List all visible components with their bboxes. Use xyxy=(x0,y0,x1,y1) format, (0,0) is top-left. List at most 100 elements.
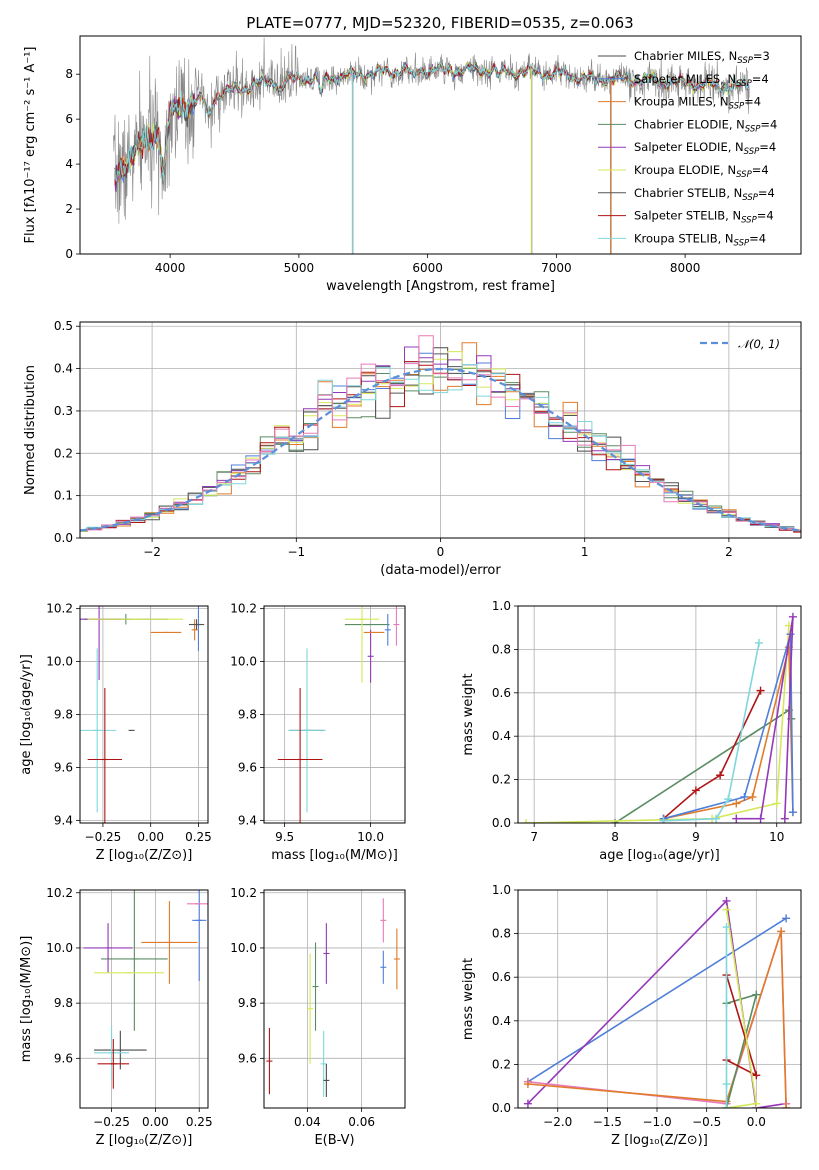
ebv-xlabel: E(B-V) xyxy=(314,1133,354,1148)
age-weight-series-line xyxy=(663,647,794,820)
age-weight-series-line xyxy=(526,625,790,823)
z-age-plot-area xyxy=(80,606,208,823)
gaussian-curve xyxy=(80,367,801,532)
age-weight-plus-marker xyxy=(716,771,725,780)
age-weight-ytick-label: 0.4 xyxy=(492,729,511,743)
spectrum-ytick-label: 6 xyxy=(65,112,73,126)
age-weight-plot-area xyxy=(518,606,801,823)
z-weight-xtick-label: 0.0 xyxy=(747,1115,766,1129)
z-weight-frame xyxy=(517,889,802,1109)
age-weight-plus-marker xyxy=(756,814,765,823)
residuals-ylabel: Normed distribution xyxy=(23,365,38,495)
age-weight-ylabel: mass weight xyxy=(461,673,476,755)
residuals-plot-area xyxy=(80,322,801,538)
mass-age-ytick-label: 9.4 xyxy=(238,813,257,827)
z-mass-plot-area xyxy=(80,890,208,1108)
age-weight-ytick-label: 0.6 xyxy=(492,686,511,700)
spectrum-ytick-label: 0 xyxy=(65,247,73,261)
gaussian-legend-label: 𝒩(0, 1) xyxy=(738,337,780,351)
z-age-xtick-label: 0.25 xyxy=(185,830,212,844)
ebv-plot-area xyxy=(264,890,405,1108)
z-mass-xlabel: Z [log₁₀(Z/Z⊙)] xyxy=(96,1133,193,1148)
mass-age-ytick-label: 9.8 xyxy=(238,708,257,722)
age-weight-xtick-label: 9 xyxy=(692,830,700,844)
spectrum-model-line xyxy=(114,60,750,182)
z-weight-xtick-label: −1.5 xyxy=(593,1115,622,1129)
legend-entry: Chabrier STELIB, NSSP=4 xyxy=(634,186,775,203)
residuals-ytick-label: 0.2 xyxy=(54,446,73,460)
z-weight-plus-marker xyxy=(523,1099,532,1108)
mass-age-ytick-label: 9.6 xyxy=(238,760,257,774)
age-weight-ytick-label: 1.0 xyxy=(492,599,511,613)
z-mass-ytick-label: 9.6 xyxy=(54,1051,73,1065)
spectrum-plot-area xyxy=(113,37,750,254)
spectrum-xtick-label: 6000 xyxy=(412,261,443,275)
age-weight-plus-marker xyxy=(659,816,668,823)
age-weight-plus-marker xyxy=(732,799,741,808)
age-weight-plus-marker xyxy=(732,814,741,823)
age-weight-plus-marker xyxy=(756,686,765,695)
age-weight-ytick-label: 0.0 xyxy=(492,816,511,830)
age-weight-plus-marker xyxy=(788,808,797,817)
legend-entry: Salpeter MILES, NSSP=4 xyxy=(634,72,769,89)
z-mass-ytick-label: 10.0 xyxy=(46,941,73,955)
z-weight-plus-marker xyxy=(722,905,731,914)
residuals-panel: −2 −1 0 1 2 0.0 0.1 0.2 0.3 0.4 0.5 (data-model)/er… xyxy=(23,319,802,578)
z-weight-plus-marker xyxy=(722,1104,731,1108)
z-mass-ytick-label: 9.8 xyxy=(54,996,73,1010)
z-weight-ytick-label: 0.8 xyxy=(492,927,511,941)
mass-age-xlabel: mass [log₁₀(M/M⊙)] xyxy=(271,848,398,863)
z-weight-plus-marker xyxy=(722,1080,731,1089)
z-weight-ylabel: mass weight xyxy=(461,958,476,1040)
mass-age-frame xyxy=(263,605,406,824)
mass-age-plot-area xyxy=(264,606,405,823)
z-weight-plus-marker xyxy=(752,1099,761,1108)
z-weight-ytick-label: 0.6 xyxy=(492,970,511,984)
age-weight-series-line xyxy=(663,642,760,822)
z-weight-plus-marker xyxy=(782,1104,791,1108)
z-weight-plus-marker xyxy=(782,914,791,923)
z-age-ytick-label: 10.0 xyxy=(46,655,73,669)
residuals-ytick-label: 0.1 xyxy=(54,489,73,503)
legend-entry: Chabrier ELODIE, NSSP=4 xyxy=(634,117,777,134)
z-weight-plus-marker xyxy=(722,896,731,905)
residuals-xtick-label: 2 xyxy=(725,545,733,559)
z-age-xtick-label: −0.25 xyxy=(85,830,122,844)
age-weight-ytick-label: 0.2 xyxy=(492,773,511,787)
age-weight-plus-marker xyxy=(772,799,781,808)
z-weight-xtick-label: −0.5 xyxy=(692,1115,721,1129)
age-weight-xtick-label: 10 xyxy=(769,830,784,844)
z-age-ytick-label: 9.6 xyxy=(54,760,73,774)
age-weight-plus-marker xyxy=(691,786,700,795)
z-age-ytick-label: 10.2 xyxy=(46,602,73,616)
residuals-xtick-label: 1 xyxy=(581,545,589,559)
residuals-ytick-label: 0.3 xyxy=(54,404,73,418)
age-weight-plus-marker xyxy=(780,814,789,823)
mass-age-panel: 9.5 10.0 9.4 9.6 9.8 10.0 10.2 mass [log₁₀(M/M⊙… xyxy=(230,602,406,863)
residuals-xtick-label: −2 xyxy=(143,545,161,559)
spectrum-xlabel: wavelength [Angstrom, rest frame] xyxy=(326,279,555,294)
spectrum-frame xyxy=(79,35,802,255)
mass-age-xtick-label: 10.0 xyxy=(357,830,384,844)
ebv-ytick-label: 9.8 xyxy=(238,996,257,1010)
residuals-xtick-label: −1 xyxy=(287,545,305,559)
z-weight-xlabel: Z [log₁₀(Z/Z⊙)] xyxy=(611,1133,708,1148)
age-weight-plus-marker xyxy=(522,819,531,823)
spectrum-xtick-label: 7000 xyxy=(541,261,572,275)
z-mass-xtick-label: 0.25 xyxy=(186,1115,213,1129)
residuals-xlabel: (data-model)/error xyxy=(380,563,501,578)
z-mass-panel: −0.25 0.00 0.25 9.6 9.8 10.0 10.2 Z [log₁₀(Z/Z⊙… xyxy=(19,886,213,1148)
age-weight-plus-marker xyxy=(740,792,749,801)
spectrum-xtick-label: 8000 xyxy=(670,261,701,275)
spectrum-ytick-label: 4 xyxy=(65,157,73,171)
z-weight-series-line xyxy=(527,917,787,1083)
spectrum-panel: 4000 5000 6000 7000 8000 0 2 4 6 8 wavelength [Ang… xyxy=(23,35,802,294)
z-weight-series-line xyxy=(527,931,787,1108)
age-weight-panel: 7 8 9 10 0.0 0.2 0.4 0.6 0.8 1.0 age [log₁₀(age/yr… xyxy=(461,599,802,863)
age-weight-plus-marker xyxy=(724,795,733,804)
z-mass-xtick-label: −0.25 xyxy=(93,1115,130,1129)
z-weight-ytick-label: 0.4 xyxy=(492,1014,511,1028)
z-weight-xtick-label: −1.0 xyxy=(642,1115,671,1129)
residuals-ytick-label: 0.0 xyxy=(54,531,73,545)
z-mass-xtick-label: 0.00 xyxy=(142,1115,169,1129)
